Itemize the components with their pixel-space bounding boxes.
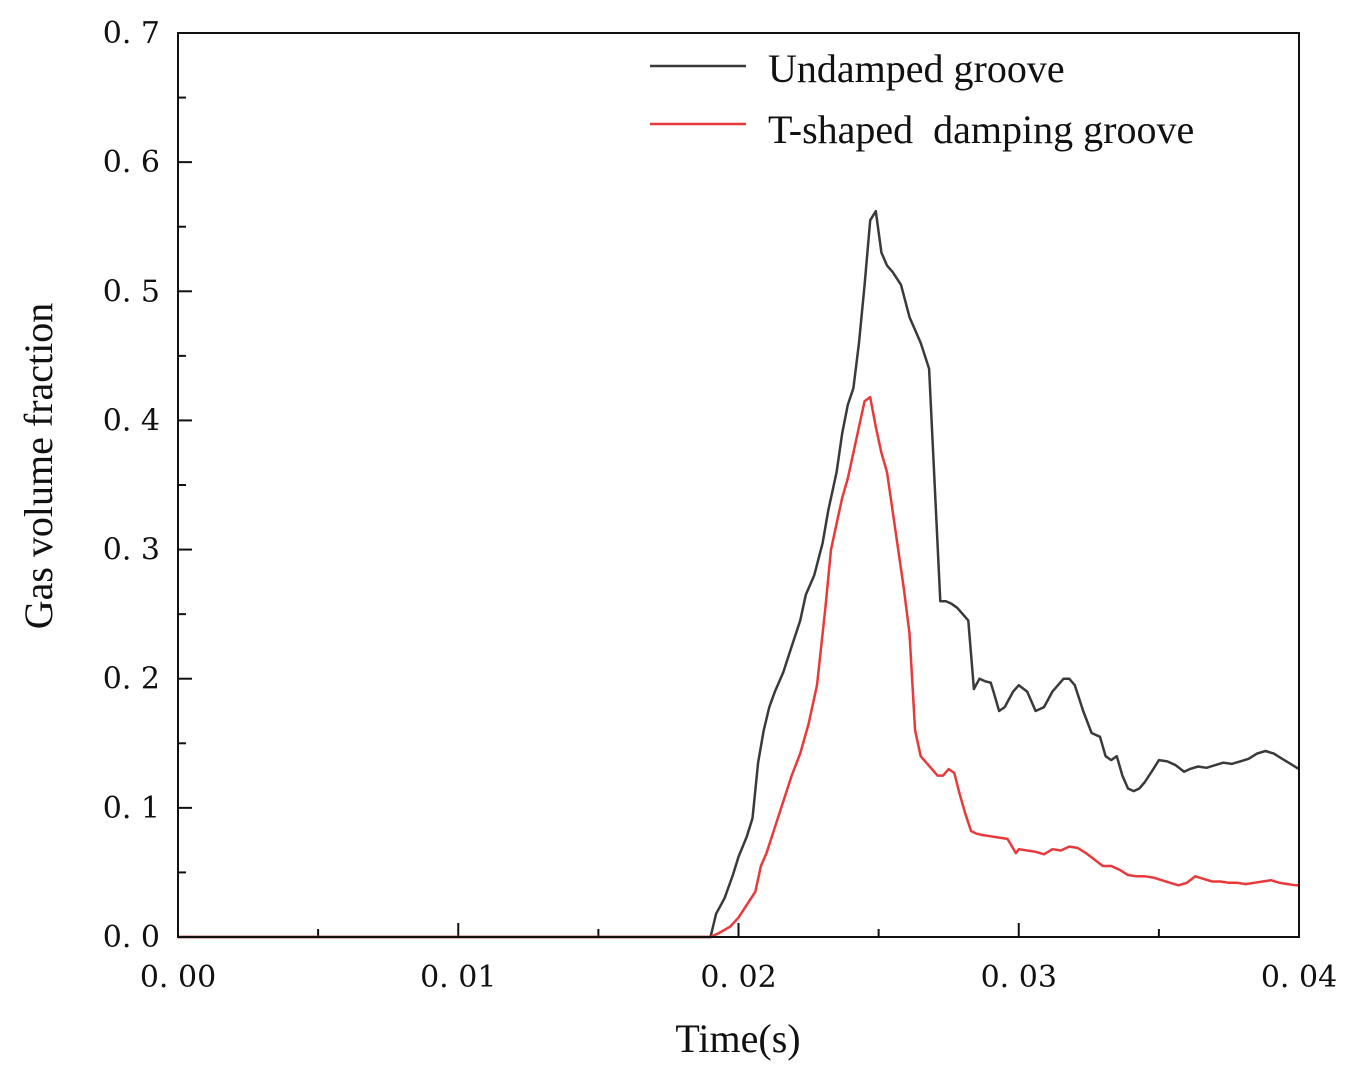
- y-tick-label: 0. 6: [103, 145, 160, 180]
- y-tick-label: 0. 7: [103, 16, 160, 51]
- x-tick-label: 0. 02: [700, 960, 776, 995]
- series-line-undamped: [178, 209, 1300, 939]
- x-tick-label: 0. 00: [140, 960, 216, 995]
- x-tick-label: 0. 01: [420, 960, 496, 995]
- x-tick-label: 0. 03: [981, 960, 1057, 995]
- x-tick-labels: 0. 00 0. 01 0. 02 0. 03 0. 04: [140, 960, 1337, 995]
- y-tick-label: 0. 4: [103, 403, 160, 438]
- y-tick-labels: 0. 0 0. 1 0. 2 0. 3 0. 4 0. 5 0. 6 0. 7: [103, 16, 160, 955]
- plot-frame: [177, 32, 1300, 938]
- y-tick-label: 0. 0: [103, 920, 160, 955]
- y-tick-label: 0. 5: [103, 274, 160, 309]
- legend-label-t-shaped: T-shaped damping groove: [768, 107, 1194, 152]
- series-group: [178, 209, 1300, 939]
- y-tick-label: 0. 3: [103, 533, 160, 568]
- x-tick-label: 0. 04: [1261, 960, 1337, 995]
- major-ticks: [177, 32, 1300, 938]
- y-tick-label: 0. 1: [103, 791, 160, 826]
- minor-ticks: [178, 96, 1160, 937]
- series-line-t-shaped: [178, 395, 1299, 939]
- legend-label-undamped: Undamped groove: [768, 46, 1065, 91]
- y-tick-label: 0. 2: [103, 662, 160, 697]
- x-axis-title: Time(s): [675, 1016, 800, 1061]
- y-axis-title: Gas volume fraction: [16, 303, 61, 630]
- legend: Undamped groove T-shaped damping groove: [650, 46, 1194, 152]
